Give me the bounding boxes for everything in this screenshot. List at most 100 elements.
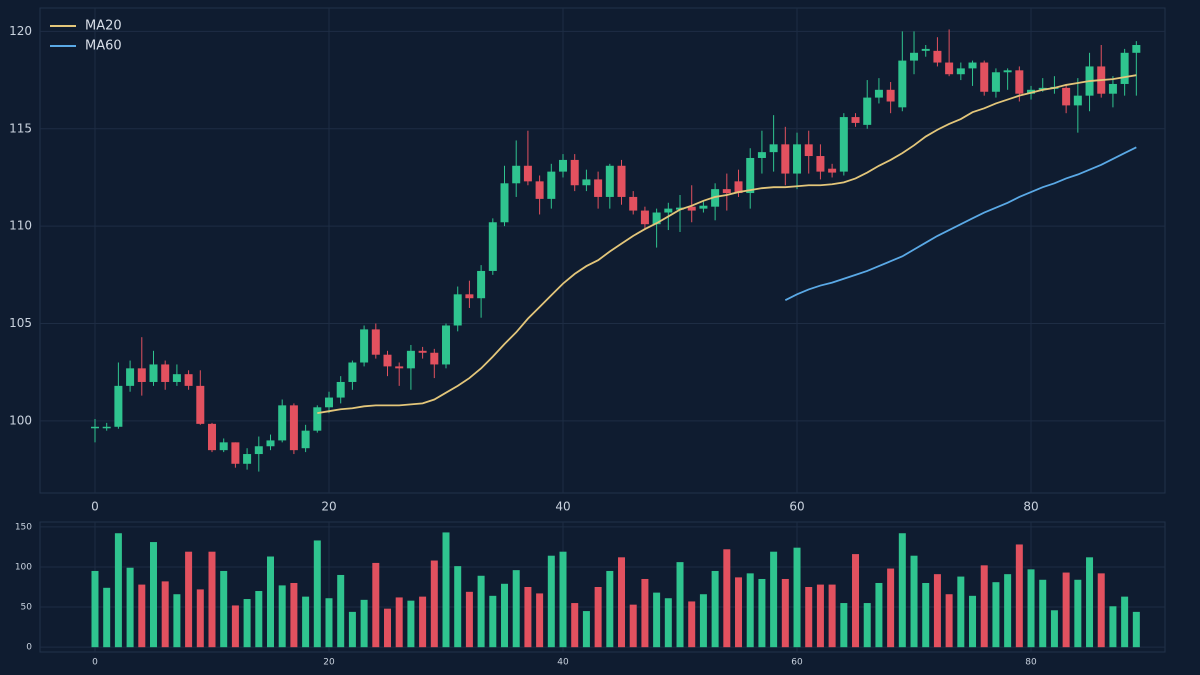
candle-body (991, 72, 1000, 92)
volume-bar (1027, 569, 1035, 648)
y-tick-label: 50 (21, 603, 33, 613)
volume-bar (1074, 579, 1082, 648)
candle-body (839, 117, 848, 172)
volume-bar (91, 570, 99, 648)
volume-bar (454, 566, 462, 648)
volume-bar (746, 573, 754, 648)
volume-bar (325, 598, 333, 648)
volume-bar (606, 570, 614, 648)
candle-body (746, 157, 755, 194)
volume-frame (39, 521, 1166, 653)
volume-bar (302, 596, 310, 648)
candle-body (980, 62, 989, 92)
volume-bar (945, 594, 953, 648)
candle-body (664, 208, 673, 213)
volume-bar (384, 608, 392, 648)
volume-bar (770, 551, 778, 648)
candle-body (804, 144, 813, 157)
volume-bar (688, 601, 696, 648)
volume-bar (524, 587, 532, 648)
volume-bar (149, 542, 157, 648)
volume-bar (969, 595, 977, 648)
volume-bar (208, 551, 216, 648)
volume-bar (1062, 572, 1070, 648)
volume-bar (875, 582, 883, 648)
volume-bar (793, 547, 801, 648)
y-tick-label: 150 (15, 522, 32, 532)
candle-body (933, 50, 942, 63)
volume-bar (442, 532, 450, 648)
candle-body (383, 354, 392, 367)
volume-bar (1109, 606, 1117, 648)
candle-body (90, 426, 99, 429)
volume-bar (816, 584, 824, 648)
candle-body (617, 165, 626, 197)
volume-bar (220, 570, 228, 648)
candle-body (1073, 95, 1082, 106)
volume-bar (758, 578, 766, 648)
candle-body (793, 144, 802, 174)
candle-body (465, 294, 474, 299)
volume-bar (910, 555, 918, 648)
volume-bar (1039, 579, 1047, 648)
volume-bar (278, 585, 286, 648)
volume-bar (465, 591, 473, 648)
volume-bar (852, 554, 860, 648)
candle-body (956, 68, 965, 75)
volume-bar (512, 570, 520, 648)
candle-body (172, 374, 181, 382)
volume-bar (992, 582, 1000, 648)
candle-body (278, 405, 287, 441)
volume-bar (676, 562, 684, 648)
volume-bar (547, 555, 555, 648)
volume-bar (898, 533, 906, 648)
candle-body (1062, 87, 1071, 106)
x-tick-label: 0 (91, 500, 99, 514)
candle-body (126, 368, 135, 386)
volume-bar (114, 533, 122, 648)
x-tick-label: 60 (789, 500, 804, 514)
candle-body (1015, 70, 1024, 94)
volume-bar (430, 560, 438, 648)
volume-bar (582, 611, 590, 648)
candle-body (196, 385, 205, 424)
x-tick-label: 20 (321, 500, 336, 514)
candle-body (301, 430, 310, 449)
candle-body (547, 171, 556, 199)
candle-body (781, 144, 790, 174)
volume-bar (255, 591, 263, 648)
candle-body (711, 189, 720, 207)
candle-body (1108, 83, 1117, 94)
volume-bar (407, 600, 415, 648)
candle-body (348, 362, 357, 382)
volume-bar (629, 604, 637, 648)
candle-body (1132, 45, 1141, 53)
volume-bar (957, 576, 965, 648)
candle-body (254, 446, 263, 455)
volume-bar (1121, 596, 1129, 648)
candle-body (687, 206, 696, 211)
candle-body (161, 364, 170, 382)
volume-bar (805, 587, 813, 648)
candle-body (500, 183, 509, 223)
candle-body (699, 205, 708, 209)
candle-body (1027, 89, 1036, 94)
candle-body (757, 152, 766, 158)
volume-bar (664, 598, 672, 648)
candle-body (594, 179, 603, 197)
volume-bar (126, 567, 134, 648)
x-tick-label: 80 (1023, 500, 1038, 514)
y-tick-label: 105 (9, 316, 32, 330)
volume-bar (922, 582, 930, 648)
volume-bar (313, 540, 321, 648)
candle-body (371, 329, 380, 355)
candle-body (325, 397, 334, 408)
volume-bar (559, 551, 567, 648)
volume-bar (419, 596, 427, 648)
candle-body (722, 189, 731, 194)
volume-bar (103, 587, 111, 648)
candle-body (219, 442, 228, 451)
candle-body (442, 325, 451, 365)
candle-body (488, 222, 497, 271)
candle-body (149, 364, 158, 382)
